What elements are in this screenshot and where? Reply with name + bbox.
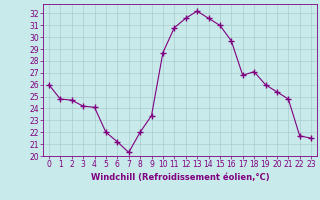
X-axis label: Windchill (Refroidissement éolien,°C): Windchill (Refroidissement éolien,°C) (91, 173, 269, 182)
